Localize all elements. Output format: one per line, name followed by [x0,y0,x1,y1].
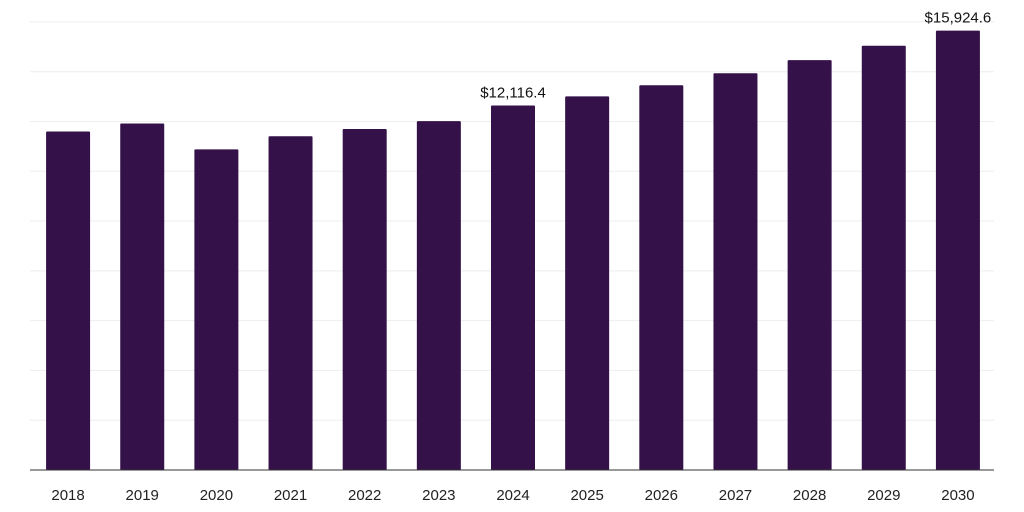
bar-2019[interactable] [120,123,165,470]
x-tick-label-2020: 2020 [200,487,233,504]
bars-layer [46,30,980,471]
bar-2029[interactable] [861,45,906,470]
x-tick-label-2025: 2025 [570,487,603,504]
x-tick-label-2022: 2022 [348,487,381,504]
bar-2021[interactable] [268,136,313,470]
x-tick-label-2018: 2018 [51,487,84,504]
bar-2022[interactable] [342,129,387,470]
x-tick-label-2024: 2024 [496,487,529,504]
bar-2024[interactable] [491,105,535,471]
data-label-2024: $12,116.4 [480,85,546,102]
x-tick-label-2028: 2028 [793,487,826,504]
bar-2026[interactable] [639,85,684,470]
x-tick-label-2029: 2029 [867,487,900,504]
bar-2018[interactable] [46,131,91,470]
bar-2020[interactable] [194,149,239,470]
bar-2025[interactable] [565,96,610,470]
data-label-2030: $15,924.6 [925,10,992,27]
bar-2028[interactable] [787,60,832,470]
bar-2027[interactable] [713,73,758,470]
data-labels: $12,116.4 $15,924.6 [480,10,991,102]
x-tick-label-2023: 2023 [422,487,455,504]
x-tick-labels: 2018 2019 2020 2021 2022 2023 2024 2025 2026 2027… [51,487,974,504]
bar-2030[interactable] [935,30,980,470]
x-tick-label-2026: 2026 [645,487,678,504]
x-tick-label-2030: 2030 [941,487,974,504]
x-tick-label-2021: 2021 [274,487,307,504]
bar-2023[interactable] [416,121,461,470]
x-tick-label-2027: 2027 [719,487,752,504]
x-tick-label-2019: 2019 [126,487,159,504]
